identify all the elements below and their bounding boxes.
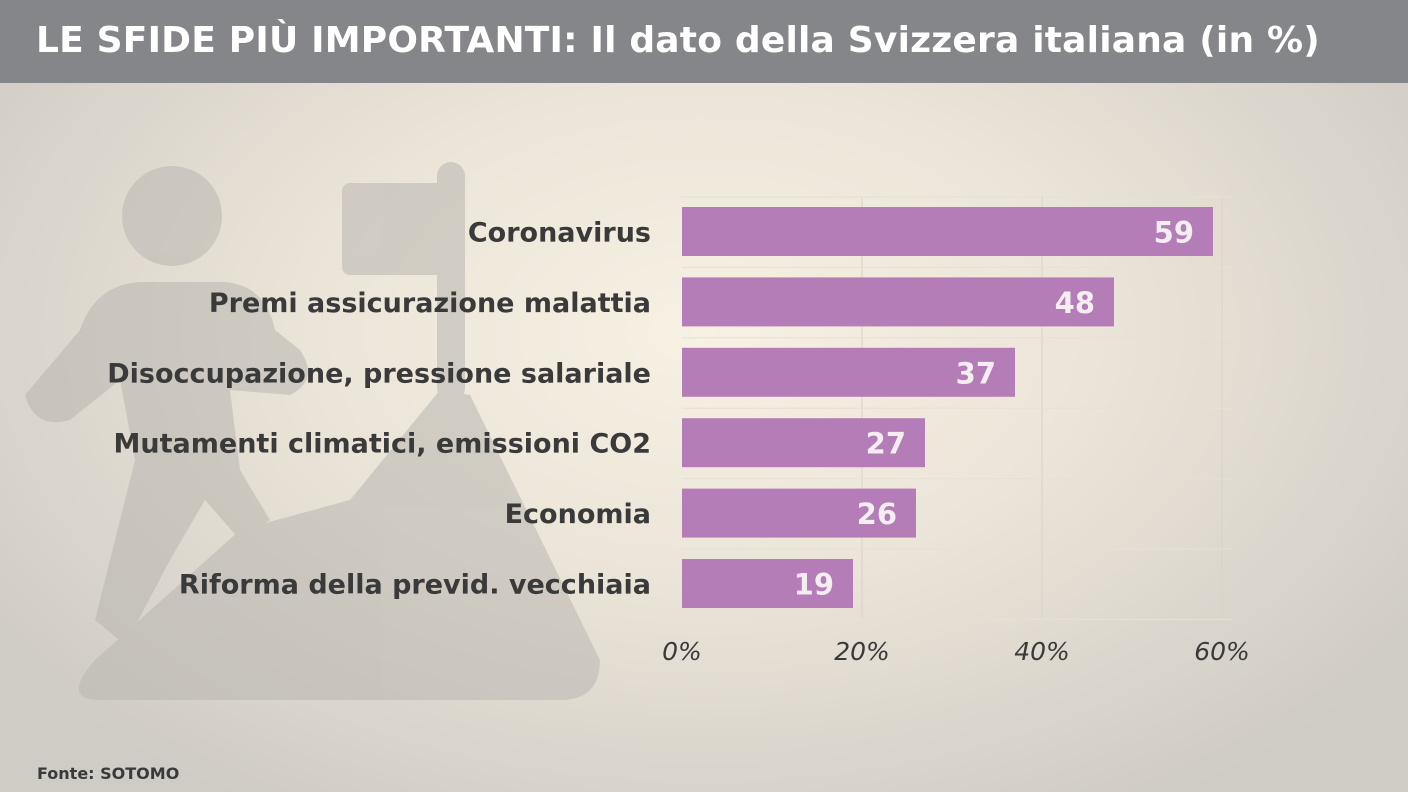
bar [682,488,916,538]
data-label: 37 [956,356,996,390]
bar [682,418,925,468]
data-label: 48 [1055,286,1095,320]
grid-lines [682,196,1232,620]
data-label: 19 [794,568,834,602]
bar [682,277,1114,327]
x-tick-label: 20% [834,637,890,666]
data-label: 26 [857,497,897,531]
x-tick-label: 40% [1014,637,1070,666]
category-label: Mutamenti climatici, emissioni CO2 [114,429,651,460]
category-label: Coronavirus [468,218,651,249]
data-label: 27 [866,427,906,461]
bar [682,559,853,608]
data-label: 59 [1154,216,1194,250]
bars [682,207,1213,608]
x-tick-label: 0% [662,637,702,666]
header-bar: LE SFIDE PIÙ IMPORTANTI: Il dato della S… [0,0,1408,83]
x-axis-ticks: 0% 20% 40% 60% [662,637,1250,666]
category-label: Riforma della previd. vecchiaia [179,570,651,601]
value-labels: 59 48 37 27 26 19 [794,216,1194,602]
category-label: Economia [505,499,651,530]
bar [682,207,1213,256]
category-label: Premi assicurazione malattia [209,288,651,319]
source-note: Fonte: SOTOMO [37,764,180,783]
bar [682,347,1015,397]
category-labels: Coronavirus Premi assicurazione malattia D… [107,218,651,601]
category-label: Disoccupazione, pressione salariale [107,358,651,389]
x-tick-label: 60% [1194,637,1250,666]
page-title: LE SFIDE PIÙ IMPORTANTI: Il dato della S… [36,20,1320,61]
